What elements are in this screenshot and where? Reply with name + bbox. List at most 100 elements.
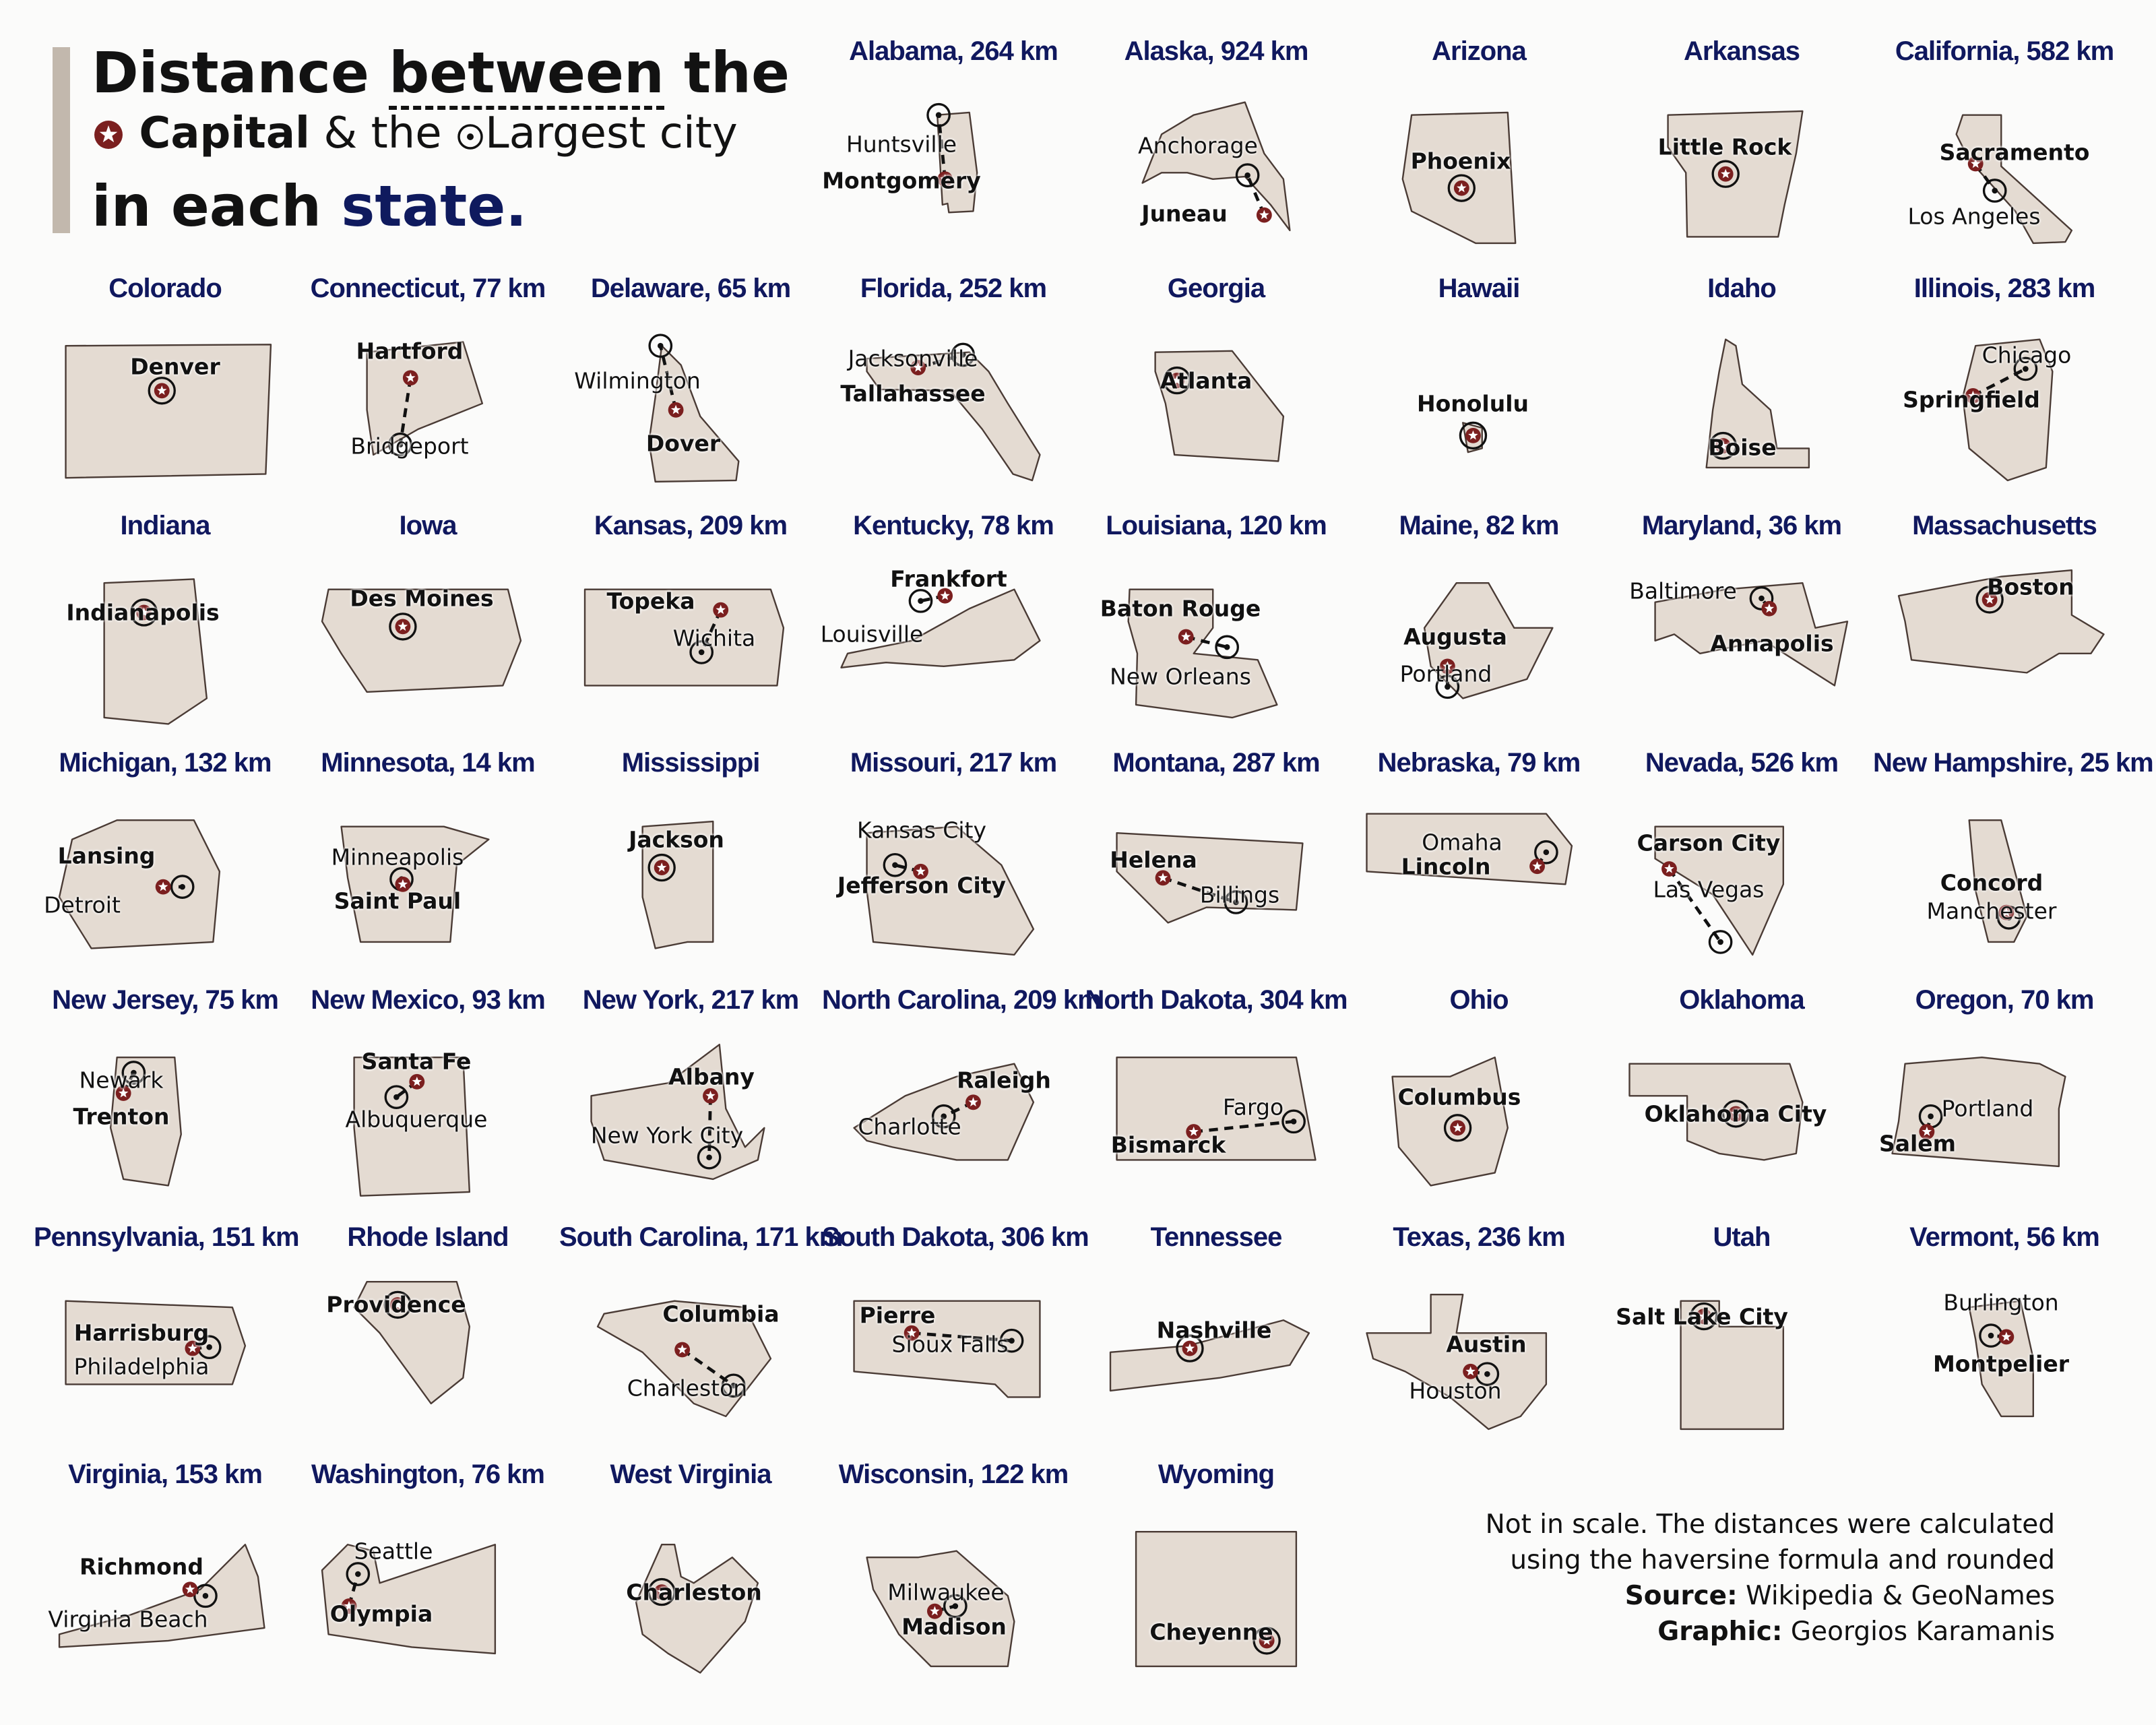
state-map-ks	[583, 588, 785, 687]
largest-city-label: Los Angeles	[1907, 203, 2041, 230]
state-map-md	[1654, 582, 1849, 687]
state-title: Colorado	[108, 274, 222, 303]
distance-line	[398, 377, 412, 445]
state-shape-or	[1891, 1057, 2066, 1168]
source-text: Wikipedia & GeoNames	[1746, 1581, 2055, 1611]
distance-line	[911, 1331, 1012, 1343]
state-panel-hi: Hawaii Honolulu	[1348, 256, 1610, 493]
state-map-nj	[109, 1057, 182, 1187]
state-shape-ks	[583, 588, 785, 687]
state-map-or	[1891, 1057, 2066, 1168]
state-title: Connecticut, 77 km	[310, 274, 546, 303]
state-map-mn	[340, 825, 490, 943]
capital-marker	[937, 171, 953, 187]
capital-label: Hartford	[356, 338, 464, 365]
largest-city-label: Billings	[1199, 881, 1280, 908]
state-shape-nd	[1116, 1057, 1317, 1161]
capital-marker	[1919, 1124, 1935, 1139]
state-title: Ohio	[1449, 985, 1509, 1015]
capital-marker	[913, 863, 928, 879]
state-shape-vt	[1968, 1300, 2034, 1418]
state-shape-de	[647, 345, 740, 483]
state-map-nv	[1654, 825, 1785, 956]
capital-label: Raleigh	[957, 1067, 1051, 1094]
largest-city-marker	[926, 102, 951, 127]
state-panel-sd: South Dakota, 306 km Pierre Sioux Falls	[822, 1205, 1089, 1442]
state-shape-ct	[366, 341, 484, 456]
state-panel-de: Delaware, 65 km Dover Wilmington	[559, 256, 822, 493]
title-word-between: between	[389, 40, 664, 110]
state-title: Illinois, 283 km	[1913, 274, 2096, 303]
largest-city-label: Charlotte	[858, 1113, 961, 1140]
state-map-ms	[641, 820, 714, 949]
largest-city-label: Wichita	[672, 625, 756, 652]
state-shape-co	[65, 344, 272, 479]
capital-marker	[1459, 421, 1488, 450]
source-note: Not in scale. The distances were calcula…	[1462, 1507, 2055, 1650]
capital-label: Providence	[326, 1291, 466, 1318]
capital-label: Oklahoma City	[1644, 1100, 1827, 1127]
state-panel-ia: Iowa Des Moines	[296, 493, 559, 730]
largest-city-label: New York City	[590, 1122, 744, 1149]
state-shape-wv	[635, 1544, 759, 1674]
state-map-wa	[321, 1544, 497, 1655]
state-map-wy	[1135, 1531, 1298, 1668]
state-title: Oklahoma	[1679, 985, 1804, 1015]
state-map-sd	[853, 1300, 1041, 1398]
title-accent-bar	[53, 47, 70, 233]
state-shape-ma	[1897, 569, 2105, 674]
state-panel-mt: Montana, 287 km Helena Billings	[1085, 730, 1348, 968]
state-title: South Carolina, 171 km	[559, 1222, 843, 1252]
largest-city-label: Las Vegas	[1653, 876, 1765, 903]
state-panel-co: Colorado Denver	[34, 256, 296, 493]
state-map-ak	[1141, 101, 1291, 232]
capital-marker	[1998, 904, 2015, 920]
state-title: Idaho	[1707, 274, 1777, 303]
capital-marker	[1998, 1329, 2015, 1345]
state-shape-fl	[866, 351, 1041, 482]
capital-marker	[1967, 156, 1984, 172]
capital-label: Pierre	[859, 1302, 936, 1329]
state-shape-mi	[58, 819, 221, 949]
largest-city-marker	[689, 640, 714, 664]
capital-label: Little Rock	[1657, 133, 1792, 160]
state-title: Nebraska, 79 km	[1377, 748, 1581, 778]
state-title: Michigan, 132 km	[59, 748, 272, 778]
state-panel-mo: Missouri, 217 km Jefferson City Kansas Cit…	[822, 730, 1085, 968]
state-panel-ar: Arkansas Little Rock	[1610, 19, 1873, 256]
title-state-word: state.	[341, 173, 528, 239]
state-map-al	[926, 102, 978, 214]
state-title: Alabama, 264 km	[849, 36, 1058, 66]
largest-city-label: Portland	[1399, 660, 1492, 687]
state-title: Tennessee	[1150, 1222, 1283, 1252]
largest-city-label: Seattle	[354, 1538, 433, 1565]
state-title: Minnesota, 14 km	[321, 748, 535, 778]
title-word-distance: Distance	[92, 40, 369, 106]
state-shape-sd	[853, 1300, 1041, 1398]
state-panel-il: Illinois, 283 km Springfield Chicago	[1873, 256, 2136, 493]
capital-marker	[674, 1342, 691, 1358]
largest-city-label: Minneapolis	[331, 844, 464, 871]
capital-label: Montgomery	[822, 167, 981, 194]
state-shape-oh	[1391, 1057, 1509, 1187]
state-shape-me	[1423, 582, 1554, 699]
state-map-va	[58, 1544, 265, 1648]
state-map-la	[1127, 588, 1278, 719]
largest-city-label: Jacksonville	[848, 345, 978, 372]
capital-marker	[647, 1577, 676, 1606]
state-map-ia	[321, 588, 522, 693]
capital-marker	[647, 853, 676, 882]
largest-city-label: Charleston	[627, 1375, 748, 1402]
capital-marker	[910, 360, 926, 375]
state-title: Oregon, 70 km	[1915, 985, 2095, 1015]
state-map-mo	[866, 825, 1035, 956]
state-shape-mt	[1116, 832, 1304, 924]
largest-city-label: Chicago	[1981, 342, 2072, 368]
state-panel-nm: New Mexico, 93 km Santa Fe Albuquerque	[296, 968, 559, 1205]
state-shape-va	[58, 1544, 265, 1648]
capital-label: Annapolis	[1710, 630, 1834, 657]
state-map-il	[1961, 338, 2054, 482]
state-panel-vt: Vermont, 56 km Montpelier Burlington	[1873, 1205, 2136, 1442]
state-title: Arkansas	[1683, 36, 1800, 66]
state-map-fl	[866, 342, 1041, 482]
